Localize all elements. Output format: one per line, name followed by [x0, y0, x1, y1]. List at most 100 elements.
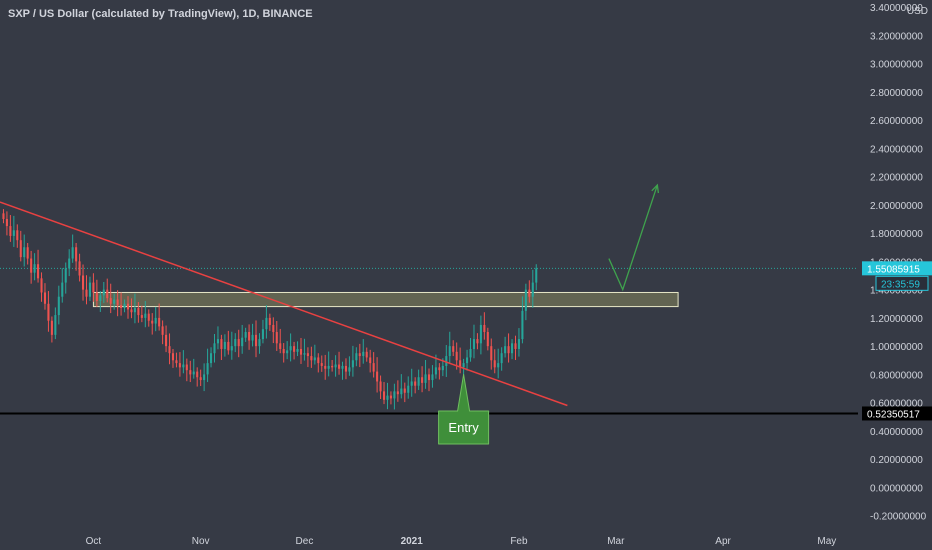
candle-body	[185, 364, 188, 371]
candle-body	[434, 367, 437, 375]
candle-body	[192, 371, 195, 375]
candle-body	[310, 356, 313, 361]
candle-body	[514, 343, 517, 349]
candle-body	[324, 365, 327, 369]
candle-body	[88, 282, 91, 297]
candle-body	[365, 351, 368, 358]
candle-body	[189, 370, 192, 375]
candle-body	[75, 247, 78, 262]
candle-body	[95, 292, 98, 301]
y-tick-label: 0.60000000	[870, 399, 923, 410]
candle-body	[168, 346, 171, 354]
candle-body	[510, 343, 514, 354]
candle-body	[379, 381, 382, 392]
candle-body	[469, 348, 472, 358]
y-tick-label: 2.00000000	[870, 201, 923, 212]
candle-body	[531, 282, 534, 297]
candle-body	[535, 268, 538, 283]
candle-body	[351, 360, 354, 368]
y-tick-label: 2.40000000	[870, 144, 923, 155]
candle-body	[452, 346, 455, 352]
candle-body	[507, 346, 510, 354]
candle-body	[486, 332, 489, 347]
candle-body	[116, 299, 119, 306]
candle-body	[64, 268, 67, 283]
candle-body	[382, 391, 386, 400]
x-tick-label: Mar	[607, 536, 625, 547]
candle-body	[133, 308, 136, 313]
candle-body	[275, 332, 278, 344]
candle-body	[123, 303, 126, 309]
candle-body	[299, 348, 303, 355]
candle-body	[261, 329, 264, 340]
candle-body	[130, 309, 133, 313]
trendline	[0, 201, 568, 407]
candle-body	[223, 341, 226, 349]
candle-body	[279, 343, 282, 349]
candle-body	[120, 305, 123, 309]
entry-label: Entry	[448, 420, 479, 435]
chart-title: SXP / US Dollar (calculated by TradingVi…	[8, 8, 313, 20]
candle-body	[47, 303, 50, 321]
candle-body	[33, 264, 36, 273]
candle-body	[61, 282, 64, 297]
y-tick-label: 3.40000000	[870, 3, 923, 14]
y-tick-label: 2.60000000	[870, 116, 923, 127]
candle-body	[57, 296, 60, 316]
countdown-badge	[875, 275, 929, 291]
candle-body	[40, 278, 43, 293]
candle-body	[517, 339, 520, 349]
candle-body	[421, 377, 424, 383]
entry-callout: Entry	[438, 373, 490, 445]
candle-body	[248, 332, 251, 341]
candle-body	[161, 326, 164, 335]
y-tick-label: 2.20000000	[870, 173, 923, 184]
candle-body	[9, 226, 12, 236]
x-tick-label: Apr	[715, 536, 731, 547]
candle-body	[92, 282, 95, 293]
candle-body	[296, 348, 299, 352]
candle-body	[282, 348, 285, 354]
x-tick-label: Dec	[296, 536, 314, 547]
candle-body	[237, 339, 240, 347]
candle-body	[182, 364, 185, 368]
candle-body	[504, 346, 507, 354]
candle-body	[338, 364, 341, 369]
candle-body	[521, 310, 524, 340]
candle-body	[140, 315, 143, 318]
candle-body	[479, 324, 482, 344]
forecast-path	[608, 184, 658, 292]
chart-drawings: Entry	[0, 183, 858, 445]
resistance-zone	[92, 291, 679, 308]
x-tick-label: Nov	[192, 536, 210, 547]
candle-body	[396, 391, 399, 395]
candle-body	[438, 367, 441, 371]
candles-series	[2, 209, 538, 410]
candle-body	[524, 289, 527, 311]
candle-body	[106, 289, 109, 299]
candle-body	[54, 315, 57, 335]
candle-body	[472, 339, 476, 349]
x-tick-label: Oct	[86, 536, 102, 547]
candle-body	[403, 388, 406, 393]
candle-body	[341, 365, 344, 369]
candle-body	[376, 371, 379, 382]
candle-body	[334, 364, 337, 368]
candle-body	[2, 213, 5, 219]
candle-body	[414, 381, 417, 386]
x-tick-label: May	[817, 536, 836, 547]
y-tick-label: 1.80000000	[870, 229, 923, 240]
candle-body	[5, 218, 8, 227]
y-tick-label: 3.20000000	[870, 31, 923, 42]
candle-body	[109, 298, 112, 304]
candle-body	[210, 353, 213, 364]
candle-body	[251, 334, 254, 341]
candle-body	[151, 320, 154, 324]
candle-body	[265, 317, 268, 330]
support-price-badge	[862, 406, 932, 421]
candle-body	[147, 313, 150, 321]
candle-body	[220, 339, 223, 349]
support-price-text: 0.52350517	[867, 409, 920, 420]
candle-body	[455, 351, 458, 361]
